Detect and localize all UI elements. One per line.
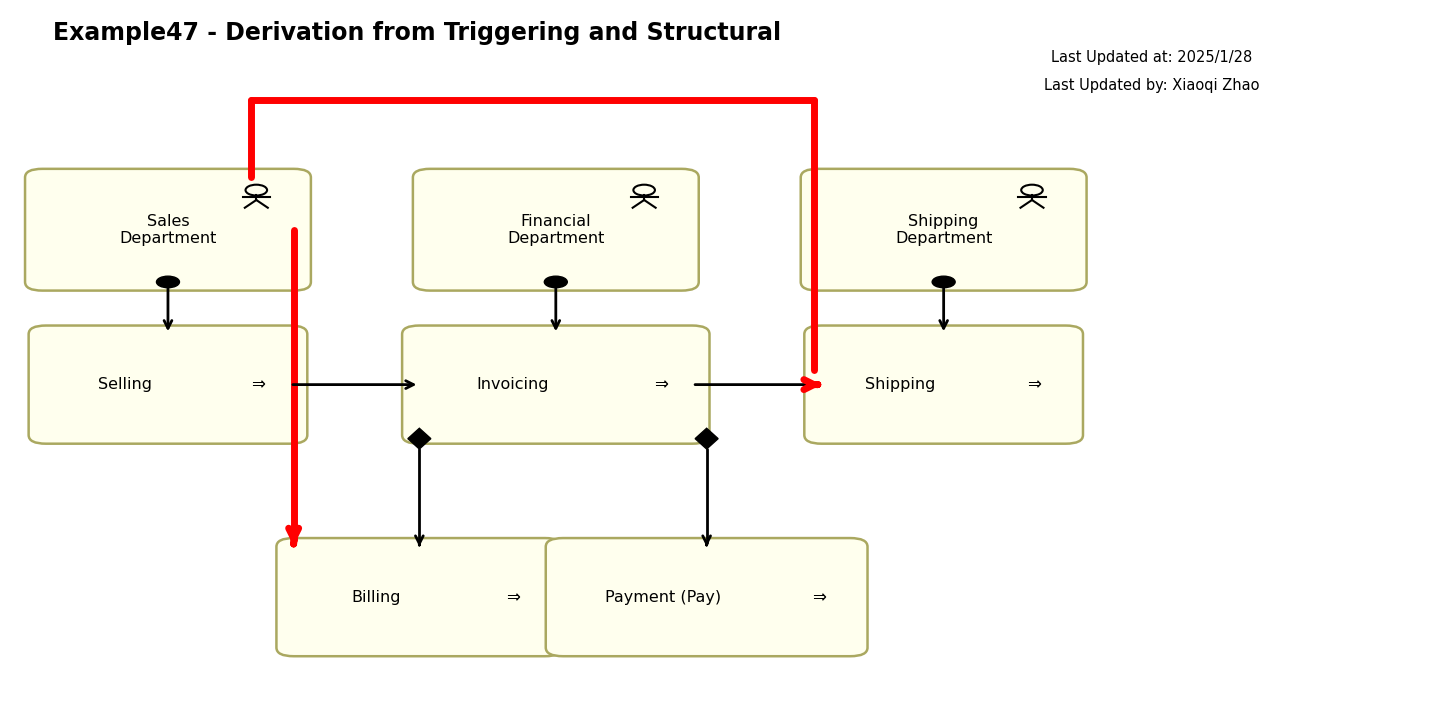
Text: Invoicing: Invoicing <box>476 377 549 392</box>
Text: Last Updated by: Xiaoqi Zhao: Last Updated by: Xiaoqi Zhao <box>1044 78 1260 94</box>
Circle shape <box>157 276 179 287</box>
Text: Shipping
Department: Shipping Department <box>895 213 992 246</box>
FancyBboxPatch shape <box>800 169 1087 290</box>
Text: Last Updated at: 2025/1/28: Last Updated at: 2025/1/28 <box>1051 49 1253 65</box>
FancyBboxPatch shape <box>402 325 709 444</box>
Text: Payment (Pay): Payment (Pay) <box>606 590 721 605</box>
Text: ⇒: ⇒ <box>1027 375 1041 393</box>
FancyBboxPatch shape <box>29 325 307 444</box>
FancyBboxPatch shape <box>805 325 1083 444</box>
Text: ⇒: ⇒ <box>506 588 521 606</box>
Text: ⇒: ⇒ <box>251 375 265 393</box>
FancyBboxPatch shape <box>277 538 562 656</box>
FancyBboxPatch shape <box>412 169 699 290</box>
Text: ⇒: ⇒ <box>653 375 668 393</box>
FancyBboxPatch shape <box>25 169 311 290</box>
Text: Example47 - Derivation from Triggering and Structural: Example47 - Derivation from Triggering a… <box>53 21 782 45</box>
Circle shape <box>544 276 567 287</box>
Text: Sales
Department: Sales Department <box>120 213 216 246</box>
Text: Billing: Billing <box>352 590 401 605</box>
Circle shape <box>932 276 955 287</box>
Polygon shape <box>695 428 718 449</box>
Text: ⇒: ⇒ <box>812 588 826 606</box>
FancyBboxPatch shape <box>545 538 868 656</box>
Text: Shipping: Shipping <box>865 377 936 392</box>
Text: Selling: Selling <box>98 377 151 392</box>
Text: Financial
Department: Financial Department <box>508 213 604 246</box>
Polygon shape <box>408 428 431 449</box>
